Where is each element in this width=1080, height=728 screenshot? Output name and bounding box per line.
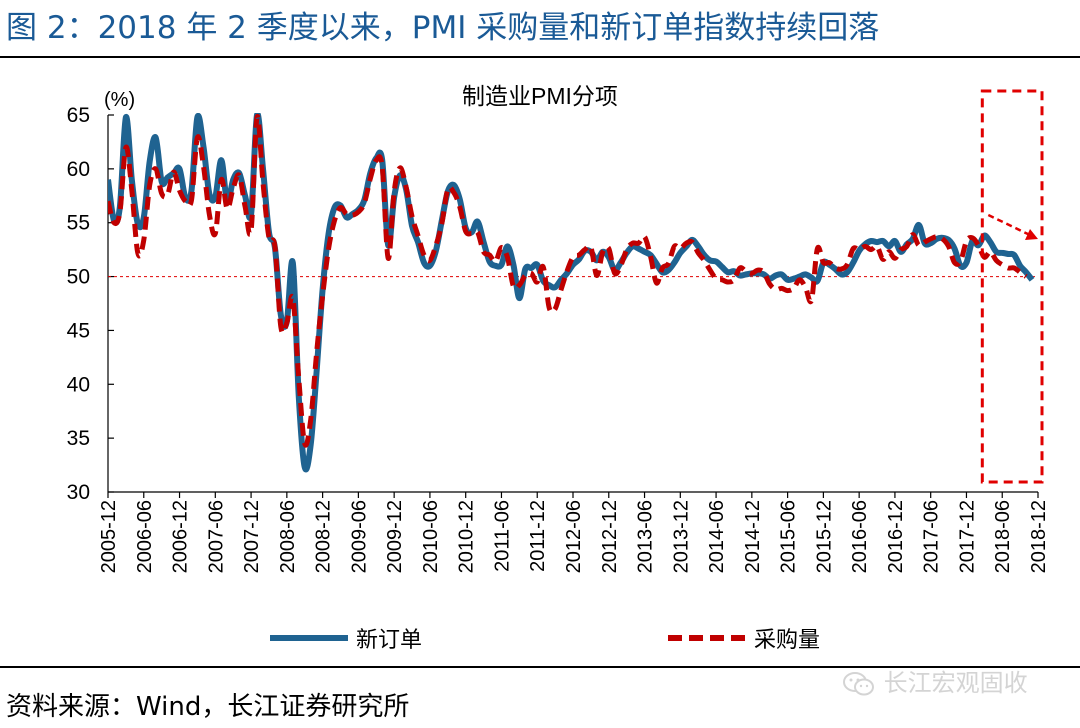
y-tick-label: 30: [67, 481, 90, 504]
y-tick-label: 65: [67, 104, 90, 127]
x-tick-label: 2005-12: [98, 500, 120, 573]
x-tick-label: 2012-12: [599, 500, 621, 573]
figure-title: 图 2：2018 年 2 季度以来，PMI 采购量和新订单指数持续回落: [6, 10, 880, 46]
x-tick-label: 2017-06: [921, 500, 943, 573]
x-tick-label: 2016-06: [849, 500, 871, 573]
series-line-purchases: [108, 114, 1028, 448]
chart-title: 制造业PMI分项: [462, 83, 618, 109]
watermark-text: 长江宏观固收: [883, 669, 1028, 697]
x-tick-label: 2006-06: [134, 500, 156, 573]
y-axis: 30 35 40 45 50 55 60 65: [67, 104, 114, 504]
x-tick-label: 2011-12: [527, 500, 549, 572]
y-tick-label: 50: [67, 266, 90, 289]
x-tick-label: 2017-12: [956, 500, 978, 573]
x-tick-label: 2008-12: [313, 500, 335, 573]
wechat-icon: [843, 672, 874, 696]
trend-arrow-head: [1025, 229, 1038, 240]
legend-label-purchases: 采购量: [754, 627, 820, 652]
series-line-new-orders: [108, 113, 1035, 473]
x-tick-label: 2015-12: [813, 500, 835, 573]
x-tick-label: 2014-12: [742, 500, 764, 573]
y-tick-label: 55: [67, 212, 90, 235]
legend: 新订单 采购量: [270, 627, 820, 652]
x-tick-label: 2014-06: [706, 500, 728, 573]
x-tick-label: 2006-12: [170, 500, 192, 573]
x-tick-label: 2013-06: [635, 500, 657, 573]
highlight-rectangle: [980, 89, 1044, 484]
y-tick-label: 45: [67, 319, 90, 342]
bottom-rule: [0, 666, 1080, 668]
x-tick-label: 2010-06: [420, 500, 442, 573]
x-tick-label: 2007-12: [241, 500, 263, 573]
legend-label-new-orders: 新订单: [356, 627, 422, 652]
x-tick-label: 2010-12: [456, 500, 478, 573]
x-tick-label: 2013-12: [670, 500, 692, 573]
top-rule: [0, 56, 1080, 58]
y-axis-unit: (%): [104, 89, 135, 111]
x-axis: 2005-12 2006-06 2006-12 2007-06 2007-12 2008-…: [98, 491, 1050, 573]
x-tick-label: 2012-06: [563, 500, 585, 573]
x-tick-label: 2018-06: [992, 500, 1014, 573]
x-tick-label: 2007-06: [205, 500, 227, 573]
y-tick-label: 40: [67, 373, 90, 396]
series-layer: [108, 113, 1035, 473]
x-tick-label: 2015-06: [778, 500, 800, 573]
x-tick-label: 2009-06: [348, 500, 370, 573]
y-tick-label: 60: [67, 158, 90, 181]
x-tick-label: 2009-12: [384, 500, 406, 573]
x-tick-label: 2018-12: [1028, 500, 1050, 573]
source-note: 资料来源：Wind，长江证券研究所: [6, 692, 410, 722]
x-tick-label: 2016-12: [885, 500, 907, 573]
x-tick-label: 2008-06: [277, 500, 299, 573]
y-tick-label: 35: [67, 427, 90, 450]
highlight-box: [980, 89, 1044, 484]
x-tick-label: 2011-06: [491, 500, 513, 572]
trend-arrow-shaft: [987, 213, 1033, 238]
watermark: 长江宏观固收: [842, 663, 1028, 698]
